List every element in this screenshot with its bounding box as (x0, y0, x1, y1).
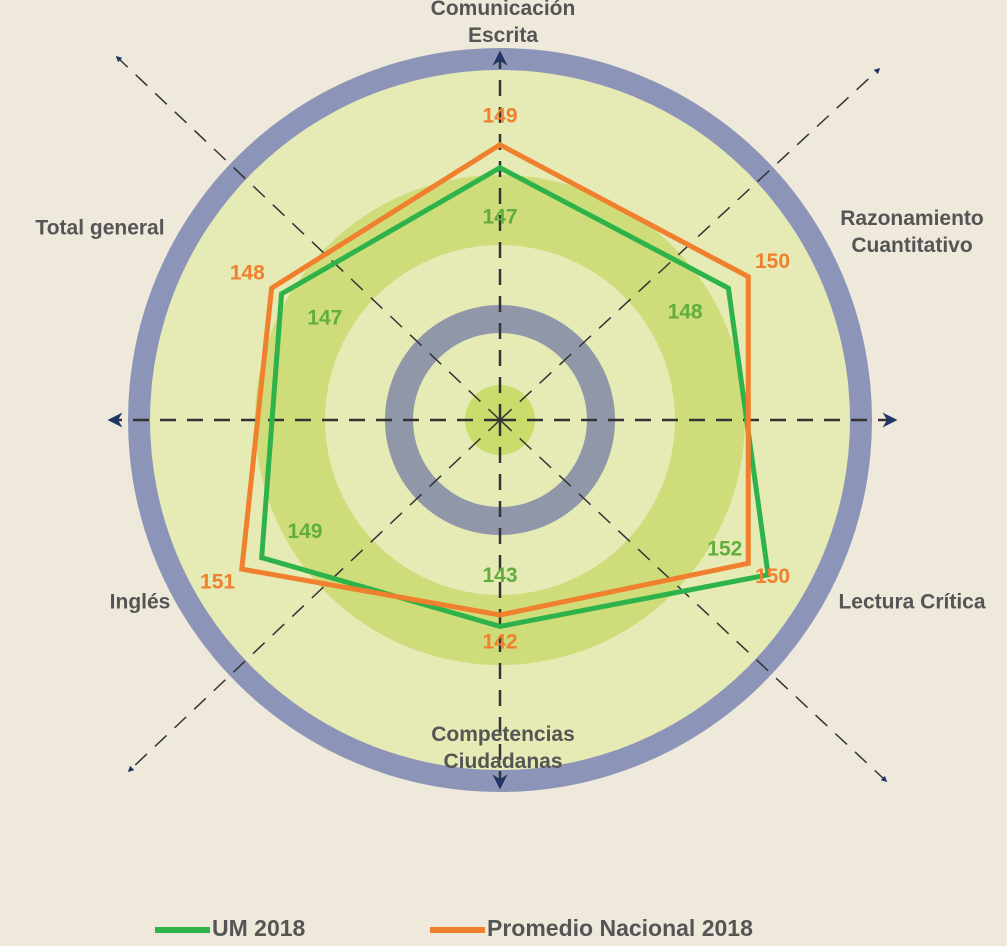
axes (107, 50, 898, 790)
category-label: Inglés (109, 590, 171, 614)
data-label: 142 (482, 630, 517, 653)
data-label: 147 (307, 306, 342, 329)
category-label: Total general (35, 216, 165, 240)
data-label: 150 (755, 250, 790, 273)
data-label: 149 (287, 520, 322, 543)
category-label: Comunicación Escrita (430, 0, 576, 47)
category-label: Razonamiento Cuantitativo (840, 207, 984, 257)
legend-label: Promedio Nacional 2018 (487, 915, 753, 941)
data-label: 147 (482, 205, 517, 228)
data-label: 150 (755, 565, 790, 588)
data-label: 143 (482, 564, 517, 587)
data-label: 148 (230, 262, 265, 285)
legend-label: UM 2018 (212, 915, 306, 941)
data-label: 151 (200, 571, 235, 594)
category-label: Competencias Ciudadanas (431, 723, 575, 773)
data-label: 152 (707, 537, 742, 560)
data-label: 148 (668, 301, 703, 324)
category-label: Lectura Crítica (838, 590, 986, 614)
radar-line (239, 141, 751, 618)
data-label: 149 (482, 104, 517, 127)
radar-line (259, 164, 771, 629)
